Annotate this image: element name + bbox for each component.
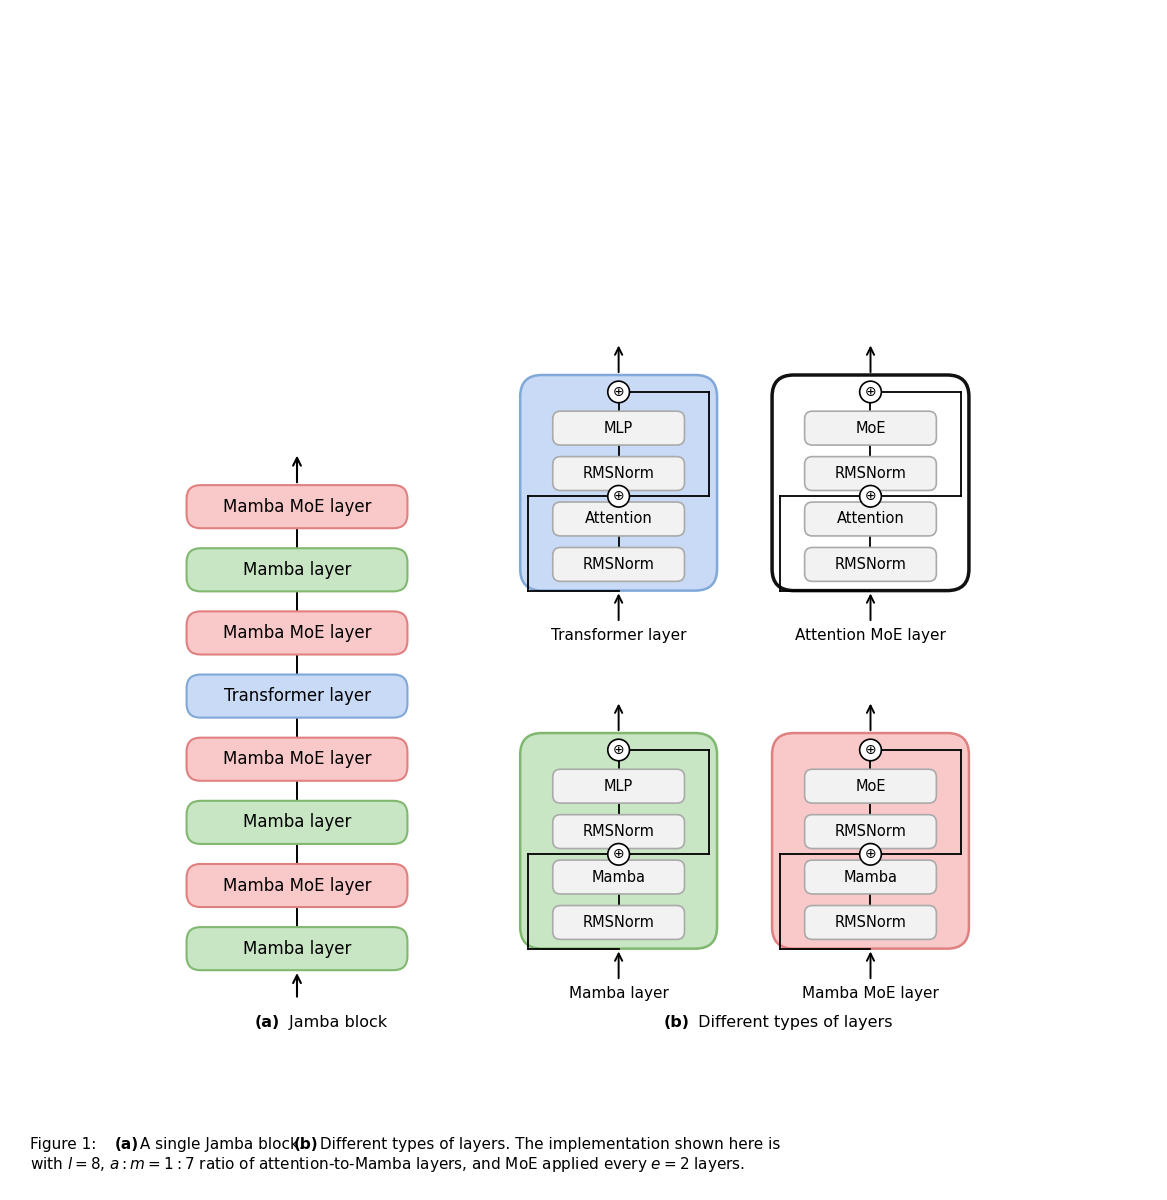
Text: Mamba: Mamba bbox=[844, 870, 897, 884]
Text: ⊕: ⊕ bbox=[865, 385, 876, 398]
Text: MLP: MLP bbox=[605, 779, 634, 793]
Text: ⊕: ⊕ bbox=[865, 743, 876, 757]
FancyBboxPatch shape bbox=[553, 412, 685, 445]
Text: (b): (b) bbox=[663, 1015, 690, 1030]
Text: Mamba: Mamba bbox=[592, 870, 645, 884]
Circle shape bbox=[608, 382, 629, 403]
FancyBboxPatch shape bbox=[187, 738, 407, 781]
FancyBboxPatch shape bbox=[773, 374, 969, 590]
FancyBboxPatch shape bbox=[187, 800, 407, 844]
FancyBboxPatch shape bbox=[553, 906, 685, 940]
Circle shape bbox=[860, 739, 881, 761]
FancyBboxPatch shape bbox=[553, 457, 685, 491]
Text: ⊕: ⊕ bbox=[613, 743, 624, 757]
Text: Different types of layers. The implementation shown here is: Different types of layers. The implement… bbox=[315, 1138, 781, 1152]
Text: Jamba block: Jamba block bbox=[284, 1015, 387, 1030]
Circle shape bbox=[608, 739, 629, 761]
FancyBboxPatch shape bbox=[553, 860, 685, 894]
Text: Mamba MoE layer: Mamba MoE layer bbox=[223, 876, 371, 894]
Text: RMSNorm: RMSNorm bbox=[834, 466, 907, 481]
Text: Mamba MoE layer: Mamba MoE layer bbox=[223, 624, 371, 642]
Circle shape bbox=[608, 486, 629, 508]
Text: (a): (a) bbox=[254, 1015, 280, 1030]
Text: RMSNorm: RMSNorm bbox=[834, 824, 907, 839]
Text: Mamba layer: Mamba layer bbox=[568, 986, 669, 1001]
Text: MoE: MoE bbox=[855, 779, 886, 793]
Text: (b): (b) bbox=[294, 1138, 319, 1152]
FancyBboxPatch shape bbox=[520, 733, 717, 949]
Text: ⊕: ⊕ bbox=[613, 847, 624, 862]
FancyBboxPatch shape bbox=[804, 547, 936, 581]
Text: Attention: Attention bbox=[585, 511, 652, 527]
Text: Different types of layers: Different types of layers bbox=[693, 1015, 892, 1030]
Circle shape bbox=[608, 844, 629, 865]
FancyBboxPatch shape bbox=[804, 815, 936, 848]
FancyBboxPatch shape bbox=[553, 547, 685, 581]
Text: Mamba layer: Mamba layer bbox=[243, 560, 351, 578]
Text: Mamba MoE layer: Mamba MoE layer bbox=[223, 750, 371, 768]
FancyBboxPatch shape bbox=[804, 860, 936, 894]
Text: RMSNorm: RMSNorm bbox=[834, 914, 907, 930]
Text: MoE: MoE bbox=[855, 421, 886, 436]
FancyBboxPatch shape bbox=[520, 374, 717, 590]
Text: RMSNorm: RMSNorm bbox=[834, 557, 907, 572]
Text: (a): (a) bbox=[114, 1138, 139, 1152]
FancyBboxPatch shape bbox=[553, 502, 685, 536]
Text: A single Jamba block.: A single Jamba block. bbox=[135, 1138, 309, 1152]
FancyBboxPatch shape bbox=[804, 502, 936, 536]
FancyBboxPatch shape bbox=[187, 674, 407, 718]
Text: Mamba layer: Mamba layer bbox=[243, 814, 351, 832]
Text: RMSNorm: RMSNorm bbox=[582, 557, 655, 572]
FancyBboxPatch shape bbox=[187, 864, 407, 907]
Text: ⊕: ⊕ bbox=[865, 847, 876, 862]
FancyBboxPatch shape bbox=[773, 733, 969, 949]
Text: ⊕: ⊕ bbox=[865, 490, 876, 503]
FancyBboxPatch shape bbox=[804, 906, 936, 940]
Circle shape bbox=[860, 382, 881, 403]
Text: RMSNorm: RMSNorm bbox=[582, 466, 655, 481]
Text: Mamba MoE layer: Mamba MoE layer bbox=[802, 986, 939, 1001]
Text: Attention: Attention bbox=[837, 511, 904, 527]
FancyBboxPatch shape bbox=[187, 611, 407, 654]
Text: with $l = 8$, $a : m = 1 : 7$ ratio of attention-to-Mamba layers, and MoE applie: with $l = 8$, $a : m = 1 : 7$ ratio of a… bbox=[30, 1154, 746, 1174]
Text: Figure 1:: Figure 1: bbox=[30, 1138, 102, 1152]
FancyBboxPatch shape bbox=[187, 485, 407, 528]
FancyBboxPatch shape bbox=[804, 412, 936, 445]
Text: ⊕: ⊕ bbox=[613, 385, 624, 398]
Circle shape bbox=[860, 844, 881, 865]
Text: ⊕: ⊕ bbox=[613, 490, 624, 503]
Text: RMSNorm: RMSNorm bbox=[582, 914, 655, 930]
Text: Mamba MoE layer: Mamba MoE layer bbox=[223, 498, 371, 516]
FancyBboxPatch shape bbox=[553, 815, 685, 848]
FancyBboxPatch shape bbox=[804, 769, 936, 803]
FancyBboxPatch shape bbox=[553, 769, 685, 803]
Text: Transformer layer: Transformer layer bbox=[224, 688, 370, 706]
Text: Attention MoE layer: Attention MoE layer bbox=[795, 628, 946, 643]
Text: Mamba layer: Mamba layer bbox=[243, 940, 351, 958]
FancyBboxPatch shape bbox=[187, 928, 407, 971]
FancyBboxPatch shape bbox=[804, 457, 936, 491]
Text: Transformer layer: Transformer layer bbox=[551, 628, 686, 643]
Text: RMSNorm: RMSNorm bbox=[582, 824, 655, 839]
Text: MLP: MLP bbox=[605, 421, 634, 436]
FancyBboxPatch shape bbox=[187, 548, 407, 592]
Circle shape bbox=[860, 486, 881, 508]
